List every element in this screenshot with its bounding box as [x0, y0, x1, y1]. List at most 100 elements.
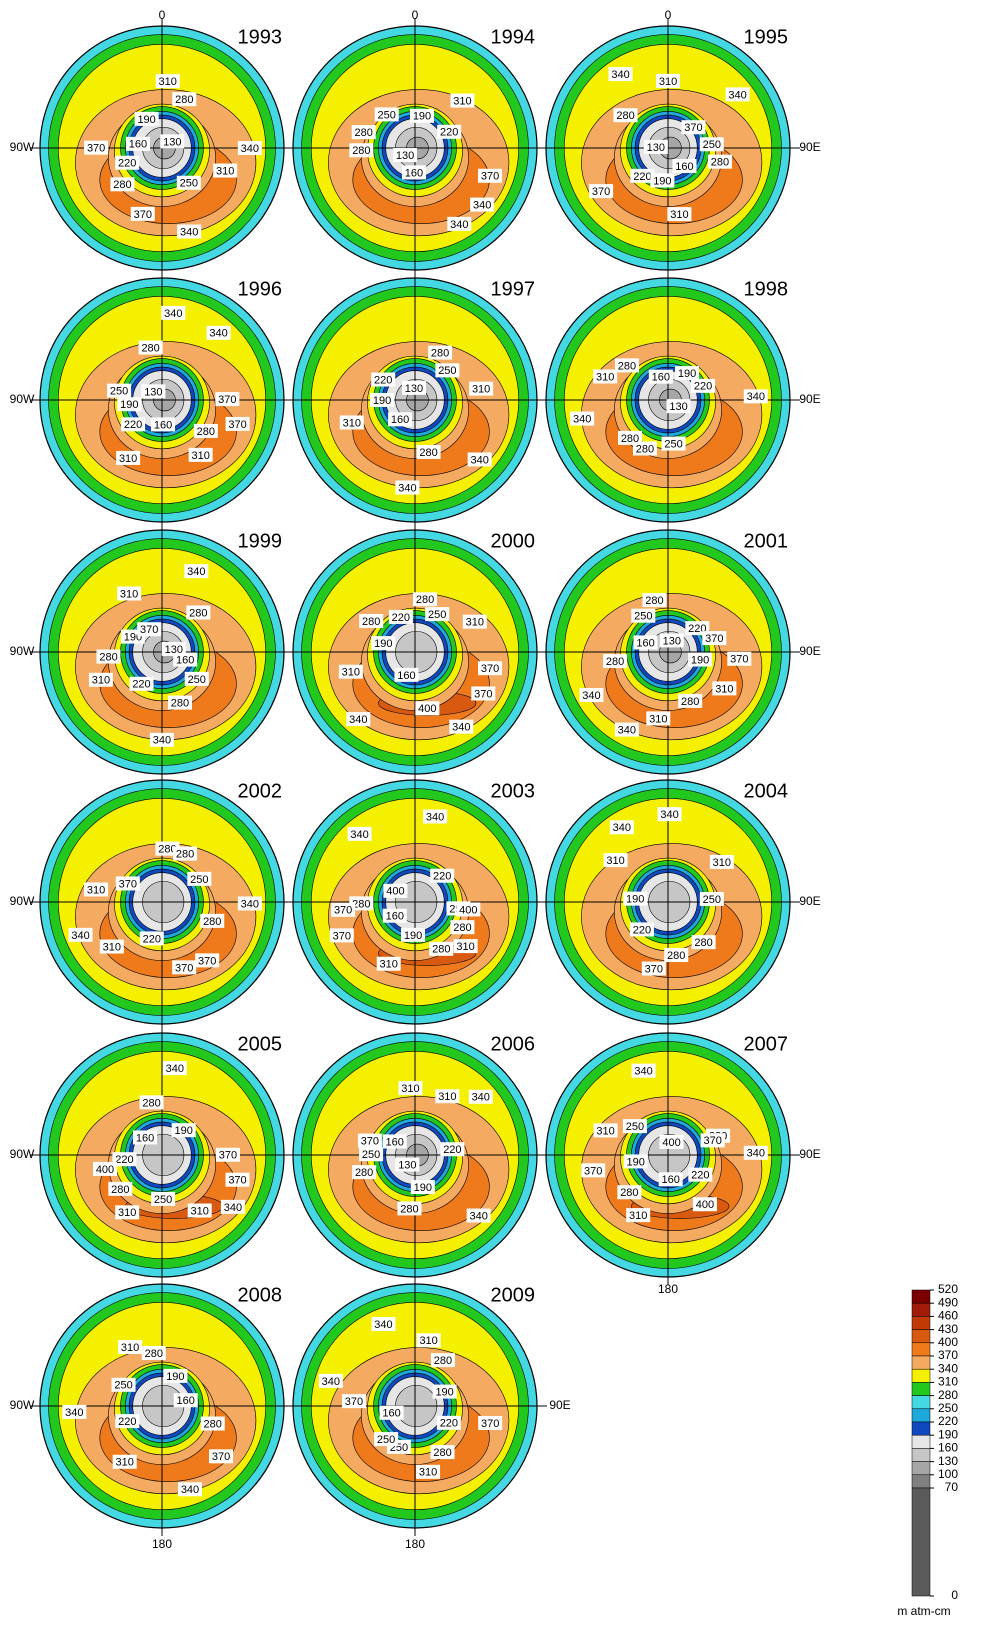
contour-label-box: [370, 392, 395, 407]
contour-label: 370: [228, 1175, 246, 1187]
contour-label: 340: [660, 809, 678, 821]
contour-label-box: [141, 384, 166, 399]
colorbar-label: 340: [938, 1361, 958, 1375]
contour-label: 190: [413, 111, 431, 123]
contour-label-box: [657, 807, 682, 822]
ozone-map: 2006 280 310 190 160 220 130 310 340 250 340 280 370: [283, 1025, 547, 1285]
contour-label-box: [692, 1197, 717, 1212]
contour-label: 400: [662, 1137, 680, 1149]
contour-label-box: [633, 635, 658, 650]
contour-label-box: [149, 732, 174, 747]
contour-label-box: [613, 108, 638, 123]
contour-label: 280: [645, 595, 663, 607]
contour-label-box: [187, 871, 212, 886]
contour-label: 310: [670, 209, 688, 221]
contour-label-box: [177, 224, 202, 239]
colorbar-box: [911, 1355, 931, 1370]
contour-label-box: [469, 381, 494, 396]
contour-label-box: [413, 592, 438, 607]
ozone-map: 2004 280 310 250 220 340 280 190 310 370 340: [536, 772, 800, 1032]
contour-label-box: [176, 175, 201, 190]
year-label: 2001: [744, 530, 789, 552]
contour-label-box: [570, 411, 595, 426]
contour-label-box: [371, 372, 396, 387]
contour-label-box: [338, 664, 363, 679]
contour-label: 280: [141, 342, 159, 354]
contour-label: 190: [653, 175, 671, 187]
contour-label: 400: [696, 1199, 714, 1211]
contour-label-box: [478, 1415, 503, 1430]
contour-label: 310: [216, 165, 234, 177]
contour-label-box: [341, 1394, 366, 1409]
contour-label: 340: [71, 930, 89, 942]
contour-label: 250: [180, 178, 198, 190]
contour-label: 340: [166, 1063, 184, 1075]
contour-label: 310: [380, 959, 398, 971]
bottom-label: 180: [658, 1282, 678, 1296]
contour-label: 280: [621, 433, 639, 445]
contour-label-box: [398, 1081, 423, 1096]
contour-label: 310: [119, 453, 137, 465]
contour-label-box: [188, 447, 213, 462]
contour-label-box: [111, 1377, 136, 1392]
year-label: 2009: [491, 1284, 536, 1306]
contour-label: 190: [626, 894, 644, 906]
contour-label: 310: [629, 1210, 647, 1222]
contour-label-box: [379, 1405, 404, 1420]
contour-label-box: [110, 177, 135, 192]
contour-label-box: [359, 1147, 384, 1162]
contour-label: 220: [440, 127, 458, 139]
contour-label: 220: [115, 1154, 133, 1166]
contour-label: 280: [176, 848, 194, 860]
colorbar-unit: m atm-cm: [897, 1604, 950, 1618]
colorbar-box: [911, 1289, 931, 1304]
contour-label-box: [160, 134, 185, 149]
contour-label-box: [678, 693, 703, 708]
contour-label: 220: [124, 419, 142, 431]
contour-label-box: [395, 1157, 420, 1172]
contour-label: 310: [121, 1342, 139, 1354]
colorbar-box: [911, 1395, 931, 1410]
colorbar-label: 460: [938, 1309, 958, 1323]
contour-label-box: [471, 686, 496, 701]
contour-label: 280: [111, 1184, 129, 1196]
contour-label-box: [727, 651, 752, 666]
colorbar-label: 130: [938, 1454, 958, 1468]
contour-label: 400: [96, 1164, 114, 1176]
contour-label: 310: [116, 1457, 134, 1469]
year-label: 1998: [744, 278, 789, 300]
contour-label-box: [416, 1333, 441, 1348]
contour-label-box: [603, 654, 628, 669]
contour-label-box: [743, 389, 768, 404]
contour-label-box: [641, 961, 666, 976]
contour-label-box: [410, 108, 435, 123]
contour-label-box: [225, 1172, 250, 1187]
contour-label: 340: [582, 690, 600, 702]
ozone-map: 2001 220 310 250 190 340 130 280 160 370 340 280 310…: [536, 522, 800, 782]
ozone-map: 1994 340 280 310 160 250 370 130 190 340 280 220: [283, 18, 547, 278]
contour-label: 370: [592, 186, 610, 198]
contour-label: 280: [416, 594, 434, 606]
contour-label-box: [593, 369, 618, 384]
contour-label-box: [184, 564, 209, 579]
left-label: 90W: [10, 392, 35, 406]
contour-label-box: [440, 1142, 465, 1157]
contour-label: 190: [174, 1125, 192, 1137]
contour-label-box: [658, 1172, 683, 1187]
colorbar-label: 280: [938, 1388, 958, 1402]
contour-label-box: [139, 1095, 164, 1110]
contour-label: 370: [218, 394, 236, 406]
contour-label-box: [608, 67, 633, 82]
contour-label: 310: [596, 371, 614, 383]
contour-label-box: [139, 931, 164, 946]
contour-label: 370: [361, 1135, 379, 1147]
contour-label-box: [352, 1165, 377, 1180]
contour-label: 280: [636, 443, 654, 455]
contour-label-box: [184, 671, 209, 686]
contour-label: 280: [355, 127, 373, 139]
contour-label: 220: [374, 374, 392, 386]
contour-label: 130: [398, 1159, 416, 1171]
contour-label-box: [125, 136, 150, 151]
contour-label: 160: [386, 911, 404, 923]
year-label: 2007: [744, 1033, 789, 1055]
